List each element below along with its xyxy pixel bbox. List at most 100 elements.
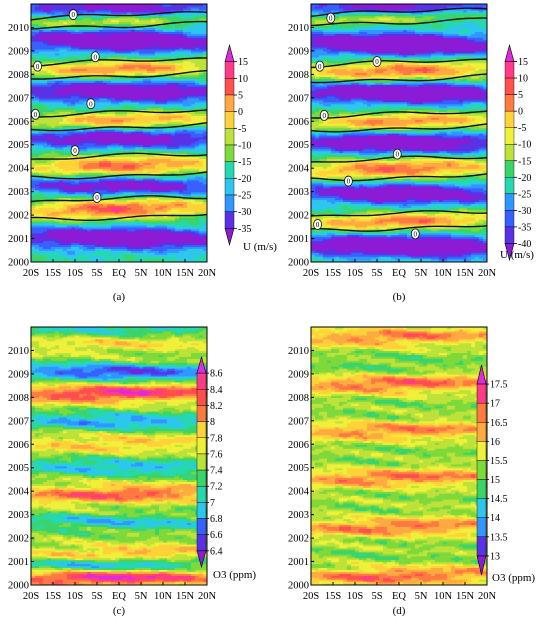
heatmap-cell [91,93,96,97]
heatmap-cell [39,240,44,244]
heatmap-cell [139,107,144,111]
heatmap-cell [139,41,144,44]
heatmap-cell [107,62,112,66]
heatmap-cell [55,248,60,251]
heatmap-cell [55,109,60,113]
heatmap-cell [139,125,144,128]
heatmap-cell [63,179,68,183]
heatmap-cell [71,41,76,44]
heatmap-cell [155,199,160,202]
heatmap-cell [135,156,140,159]
heatmap-cell [119,103,124,107]
heatmap-cell [155,125,160,128]
heatmap-cell [203,248,207,251]
heatmap-cell [171,109,176,113]
heatmap-cell [119,138,124,142]
heatmap-cell [187,144,192,148]
heatmap-cell [155,134,160,138]
heatmap-cell [115,80,120,83]
heatmap-cell [131,254,136,257]
heatmap-cell [35,207,40,210]
heatmap-cell [167,170,172,173]
heatmap-cell [79,54,84,58]
heatmap-cell [115,62,120,66]
heatmap-cell [103,207,108,210]
heatmap-cell [43,258,48,261]
heatmap-cell [95,177,100,181]
heatmap-cell [159,82,164,85]
heatmap-cell [35,246,40,249]
heatmap-cell [47,160,52,163]
heatmap-cell [147,99,152,103]
heatmap-cell [135,45,140,48]
heatmap-cell [171,246,176,249]
heatmap-cell [39,109,44,113]
heatmap-cell [135,133,140,136]
heatmap-cell [171,123,176,126]
heatmap-cell [135,230,140,234]
heatmap-cell [75,41,80,44]
heatmap-cell [167,138,172,142]
heatmap-cell [71,93,76,97]
heatmap-cell [155,150,160,154]
heatmap-cell [83,207,88,210]
heatmap-cell [83,234,88,238]
heatmap-cell [127,183,132,187]
heatmap-cell [87,172,92,175]
heatmap-cell [127,248,132,251]
heatmap-cell [87,203,92,206]
heatmap-cell [191,138,196,142]
heatmap-cell [199,93,204,97]
heatmap-cell [99,115,104,118]
heatmap-cell [107,91,112,95]
heatmap-cell [183,64,188,68]
heatmap-cell [167,142,172,146]
heatmap-cell [183,72,188,75]
heatmap-cell [159,224,164,228]
heatmap-cell [183,224,188,228]
heatmap-cell [75,47,80,50]
heatmap-cell [75,191,80,195]
heatmap-cell [83,222,88,226]
heatmap-cell [75,226,80,230]
heatmap-cell [87,164,92,167]
heatmap-cell [67,211,72,214]
heatmap-cell [175,142,180,146]
heatmap-cell [99,236,104,240]
heatmap-cell [39,215,44,218]
heatmap-cell [83,54,88,58]
heatmap-cell [135,183,140,187]
heatmap-cell [55,150,60,154]
heatmap-cell [171,115,176,118]
heatmap-cell [87,258,92,261]
heatmap-cell [35,248,40,251]
heatmap-cell [131,56,136,60]
heatmap-cell [51,127,56,130]
heatmap-cell [135,185,140,189]
heatmap-cell [147,109,152,113]
heatmap-cell [151,105,156,109]
heatmap-cell [83,136,88,140]
heatmap-cell [55,258,60,261]
heatmap-cell [151,254,156,257]
heatmap-cell [63,140,68,144]
heatmap-cell [159,50,164,54]
heatmap-cell [147,58,152,62]
heatmap-cell [127,238,132,242]
heatmap-cell [103,185,108,189]
heatmap-cell [195,201,200,204]
heatmap-cell [59,187,64,191]
heatmap-cell [187,74,192,77]
heatmap-cell [163,136,168,140]
heatmap-cell [51,232,56,236]
heatmap-cell [115,90,120,93]
heatmap-cell [179,236,184,240]
heatmap-cell [55,181,60,185]
heatmap-cell [119,99,124,103]
heatmap-cell [63,103,68,107]
heatmap-cell [51,90,56,93]
heatmap-cell [35,160,40,163]
heatmap-cell [139,205,144,208]
heatmap-cell [131,244,136,247]
heatmap-cell [195,115,200,118]
